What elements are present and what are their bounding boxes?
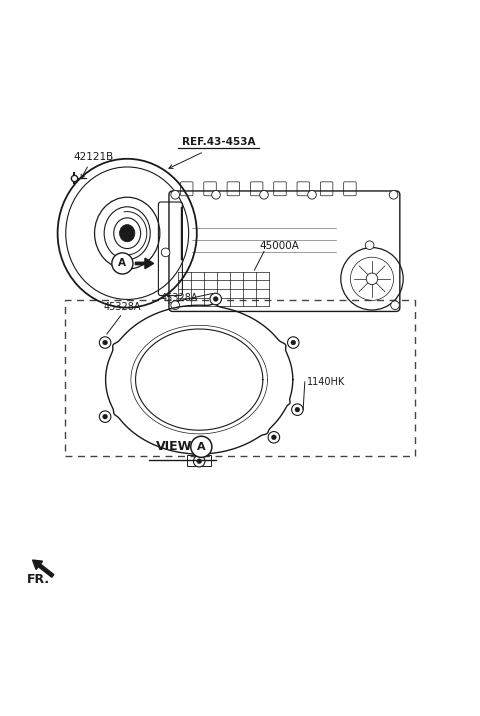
Bar	[187, 455, 211, 466]
Ellipse shape	[120, 225, 135, 242]
Circle shape	[291, 340, 296, 345]
Circle shape	[389, 190, 398, 199]
Circle shape	[103, 340, 108, 345]
Circle shape	[272, 435, 276, 440]
Circle shape	[99, 337, 111, 348]
Circle shape	[366, 273, 378, 284]
Circle shape	[213, 296, 218, 301]
Circle shape	[268, 432, 280, 443]
FancyArrow shape	[135, 258, 154, 268]
Circle shape	[193, 455, 205, 467]
Text: FR.: FR.	[26, 574, 49, 586]
Circle shape	[197, 459, 202, 463]
Text: A: A	[197, 442, 205, 452]
Bar	[65, 301, 415, 456]
Text: REF.43-453A: REF.43-453A	[181, 137, 255, 147]
Circle shape	[295, 407, 300, 412]
Circle shape	[191, 436, 212, 458]
Text: 45328A: 45328A	[103, 302, 141, 312]
Circle shape	[391, 301, 399, 309]
Circle shape	[365, 241, 374, 249]
Circle shape	[308, 190, 316, 199]
Circle shape	[171, 301, 180, 309]
Circle shape	[212, 190, 220, 199]
Circle shape	[161, 248, 170, 257]
Text: VIEW: VIEW	[156, 440, 192, 453]
Circle shape	[112, 253, 133, 274]
FancyArrow shape	[33, 560, 54, 577]
Text: 42121B: 42121B	[73, 153, 114, 162]
Text: 1140HK: 1140HK	[307, 377, 346, 387]
Circle shape	[292, 404, 303, 415]
Circle shape	[103, 415, 108, 419]
Circle shape	[288, 337, 299, 348]
Circle shape	[260, 190, 268, 199]
Circle shape	[210, 294, 221, 305]
Circle shape	[171, 190, 180, 199]
Circle shape	[99, 411, 111, 422]
Text: A: A	[119, 258, 126, 268]
Text: 45000A: 45000A	[259, 241, 299, 251]
Text: 45328A: 45328A	[161, 293, 198, 303]
